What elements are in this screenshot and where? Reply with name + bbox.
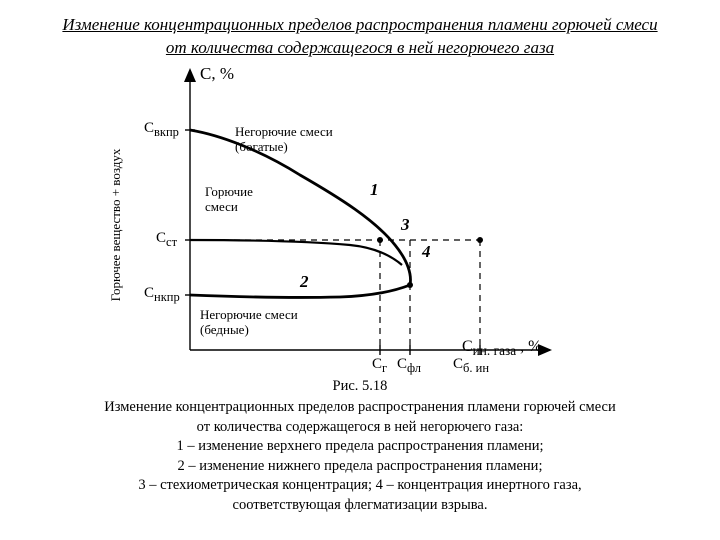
caption-line-4: 2 – изменение нижнего предела распростра… — [40, 457, 680, 477]
curve-marker-1: 1 — [370, 180, 379, 200]
ylabel-nkpr: Снкпр — [144, 285, 180, 305]
xlabel-cbin: Сб. ин — [453, 356, 489, 376]
caption-line-2: от количества содержащегося в ней негорю… — [40, 418, 680, 438]
ylabel-st: Сст — [156, 230, 177, 250]
y-side-label-wrap: Горючее вещество + воздух — [108, 72, 124, 225]
ylabel-vkpr: Свкпр — [144, 120, 179, 140]
curve-marker-4: 4 — [422, 242, 431, 262]
curve-marker-3: 3 — [401, 215, 410, 235]
region-lean: Негорючие смеси(бедные) — [200, 308, 298, 338]
caption-line-5: 3 – стехиометрическая концентрация; 4 – … — [40, 476, 680, 496]
xlabel-cfl: Сфл — [397, 356, 421, 376]
page-title: Изменение концентрационных пределов расп… — [60, 14, 660, 60]
stoich-curve — [190, 240, 402, 265]
point-bin — [477, 237, 483, 243]
figure-label: Рис. 5.18 — [0, 378, 720, 395]
y-side-label: Горючее вещество + воздух — [108, 149, 124, 302]
xlabel-cg: Сг — [372, 356, 387, 376]
y-axis-label: С, % — [200, 64, 234, 84]
region-rich: Негорючие смеси(богатые) — [235, 125, 333, 155]
caption-block: Изменение концентрационных пределов расп… — [40, 398, 680, 515]
point-stoich-end — [377, 237, 383, 243]
caption-line-3: 1 – изменение верхнего предела распростр… — [40, 437, 680, 457]
curve-marker-2: 2 — [300, 272, 309, 292]
chart-svg — [130, 70, 570, 380]
point-nose — [407, 282, 413, 288]
caption-line-1: Изменение концентрационных пределов расп… — [40, 398, 680, 418]
caption-line-6: соответствующая флегматизации взрыва. — [40, 496, 680, 516]
chart-area: С, % Син. газа , % Свкпр Сст Снкпр Сг Сф… — [130, 70, 570, 380]
y-axis-arrow — [184, 68, 196, 82]
region-flammable: Горючиесмеси — [205, 185, 253, 215]
